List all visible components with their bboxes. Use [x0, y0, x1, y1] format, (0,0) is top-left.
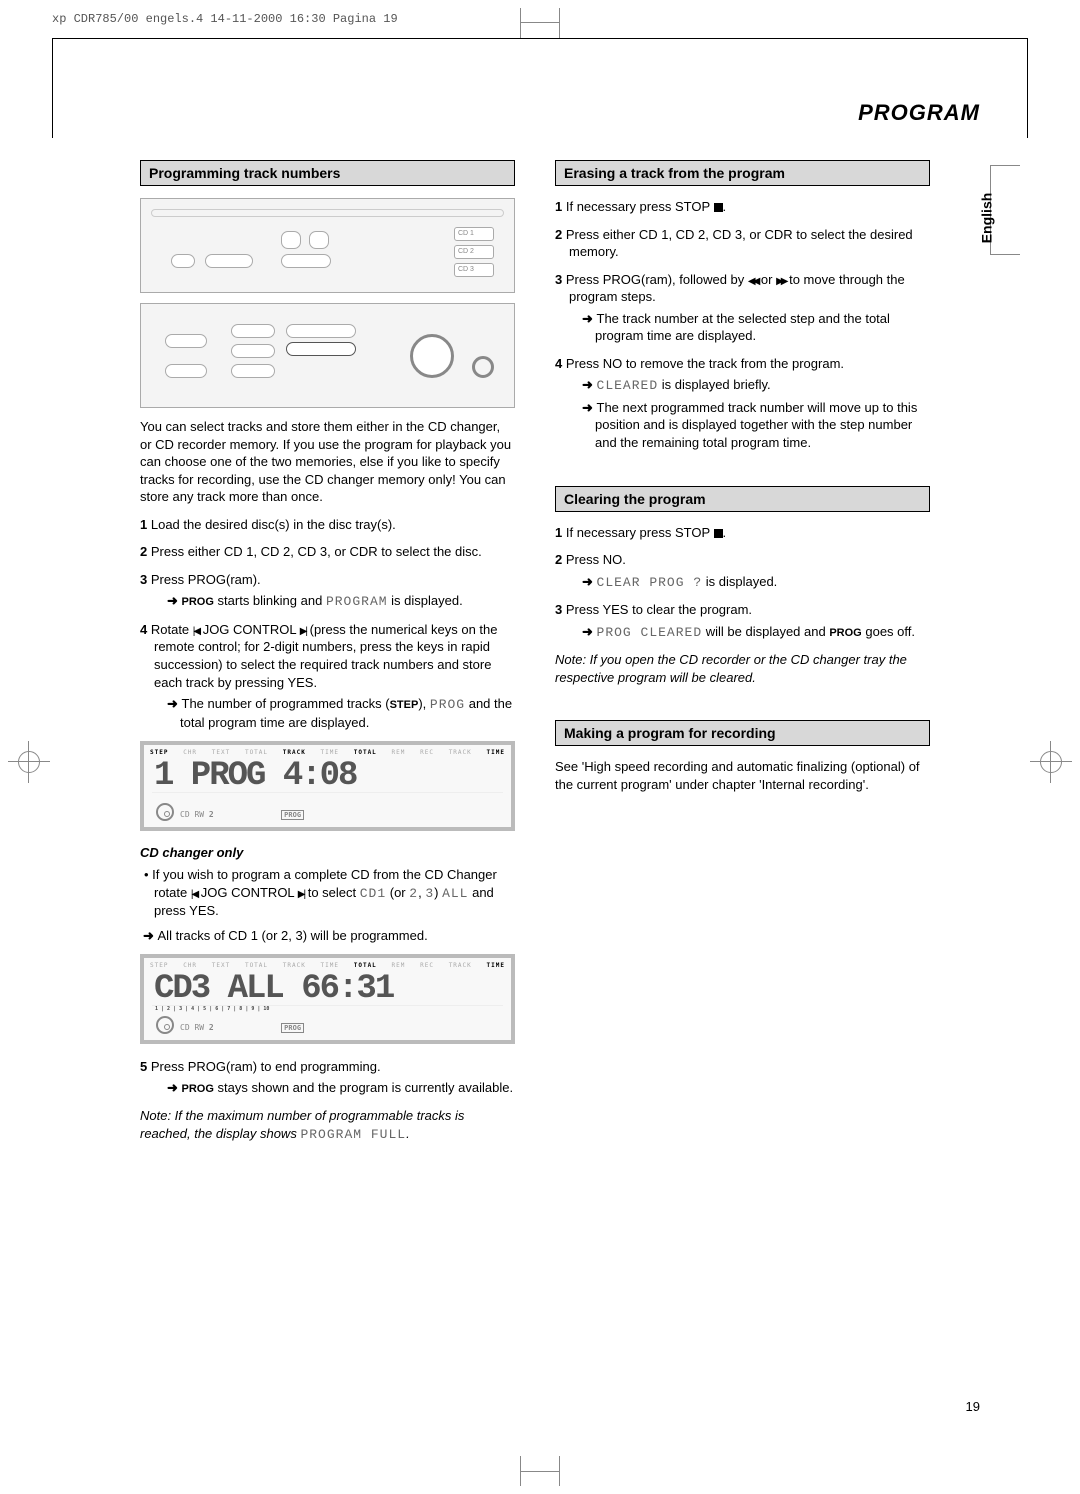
- lcd-display-1: STEPCHRTEXTTOTALTRACKTIMETOTALREMRECTRAC…: [140, 741, 515, 831]
- e4b-result: The next programmed track number will mo…: [569, 399, 930, 452]
- erase-step-2: 2 Press either CD 1, CD 2, CD 3, or CDR …: [555, 226, 930, 261]
- c3a-seg: PROG CLEARED: [597, 625, 703, 640]
- c3a-post: goes off.: [862, 624, 915, 639]
- step-5-result: PROG stays shown and the program is curr…: [154, 1079, 515, 1097]
- note-post: .: [406, 1126, 410, 1141]
- cd-only-p2: (or: [386, 885, 409, 900]
- e4b-text: The next programmed track number will mo…: [595, 400, 917, 450]
- section-header-recording: Making a program for recording: [555, 720, 930, 746]
- note-max-tracks: Note: If the maximum number of programma…: [140, 1107, 515, 1143]
- clear-step-3: 3 Press YES to clear the program. PROG C…: [555, 601, 930, 641]
- intro-text: You can select tracks and store them eit…: [140, 418, 515, 506]
- language-tab-frame: [990, 165, 1020, 255]
- step-4a-step: STEP: [390, 699, 419, 711]
- lcd-display-2: STEPCHRTEXTTOTALTRACKTIMETOTALREMRECTRAC…: [140, 954, 515, 1044]
- e3-result: The track number at the selected step an…: [569, 310, 930, 345]
- section-header-programming: Programming track numbers: [140, 160, 515, 186]
- c3a-mid: will be displayed and: [702, 624, 829, 639]
- step-3a-pre: starts blinking and: [214, 593, 326, 608]
- c1-post: .: [723, 525, 727, 540]
- e3a-text: The track number at the selected step an…: [595, 311, 890, 344]
- c3-result: PROG CLEARED will be displayed and PROG …: [569, 623, 930, 642]
- right-column: Erasing a track from the program 1 If ne…: [555, 160, 930, 1153]
- cd-only-result: All tracks of CD 1 (or 2, 3) will be pro…: [140, 928, 515, 944]
- step-4-mid: JOG CONTROL: [199, 622, 300, 637]
- note-clear: Note: If you open the CD recorder or the…: [555, 651, 930, 686]
- erase-step-1: 1 If necessary press STOP .: [555, 198, 930, 216]
- recording-text: See 'High speed recording and automatic …: [555, 758, 930, 793]
- step-4a-pre: The number of programmed tracks (: [182, 696, 390, 711]
- step-3a-seg: PROGRAM: [326, 594, 388, 609]
- cd-only-s4: ALL: [442, 886, 468, 901]
- page-title: PROGRAM: [858, 100, 980, 126]
- step-4a-mid: ),: [418, 696, 430, 711]
- e4a-post: is displayed briefly.: [658, 377, 770, 392]
- e3-pre: Press PROG(ram), followed by: [566, 272, 748, 287]
- step-2-text: Press either CD 1, CD 2, CD 3, or CDR to…: [151, 544, 482, 559]
- e4a-seg: CLEARED: [597, 378, 659, 393]
- e4-text: Press NO to remove the track from the pr…: [566, 356, 844, 371]
- clear-step-1: 1 If necessary press STOP .: [555, 524, 930, 542]
- e4a-result: CLEARED is displayed briefly.: [569, 376, 930, 395]
- step-1: 1 Load the desired disc(s) in the disc t…: [140, 516, 515, 534]
- c1-pre: If necessary press STOP: [566, 525, 714, 540]
- lcd1-main: 1 PROG 4:08: [154, 757, 356, 795]
- crop-mark-bottom: [520, 1456, 560, 1486]
- cd-only-s2: 2: [409, 886, 418, 901]
- print-header: xp CDR785/00 engels.4 14-11-2000 16:30 P…: [52, 12, 398, 26]
- step-3a-post: is displayed.: [388, 593, 463, 608]
- step-4-result: The number of programmed tracks (STEP), …: [154, 695, 515, 731]
- rewind-icon: [748, 272, 757, 287]
- step-3: 3 Press PROG(ram). PROG starts blinking …: [140, 571, 515, 611]
- stop-icon-2: [714, 529, 723, 538]
- erase-step-3: 3 Press PROG(ram), followed by or to mov…: [555, 271, 930, 345]
- cd-only-bullet: If you wish to program a complete CD fro…: [140, 866, 515, 920]
- section-header-erasing: Erasing a track from the program: [555, 160, 930, 186]
- c2-text: Press NO.: [566, 552, 626, 567]
- lcd2-main: CD3 ALL 66:31: [154, 970, 393, 1008]
- clear-step-2: 2 Press NO. CLEAR PROG ? is displayed.: [555, 551, 930, 591]
- step-5-text: Press PROG(ram) to end programming.: [151, 1059, 381, 1074]
- stop-icon: [714, 203, 723, 212]
- cd-only-p1: to select: [304, 885, 360, 900]
- cd-only-s1: CD1: [360, 886, 386, 901]
- step-4-pre: Rotate: [151, 622, 193, 637]
- erase-step-4: 4 Press NO to remove the track from the …: [555, 355, 930, 452]
- c2-result: CLEAR PROG ? is displayed.: [569, 573, 930, 592]
- cd-only-p4: ): [434, 885, 442, 900]
- e3-mid: or: [757, 272, 776, 287]
- e1-post: .: [723, 199, 727, 214]
- section-header-clearing: Clearing the program: [555, 486, 930, 512]
- language-tab: English: [979, 193, 995, 244]
- c2a-post: is displayed.: [702, 574, 777, 589]
- crop-mark-top: [520, 8, 560, 38]
- step-2: 2 Press either CD 1, CD 2, CD 3, or CDR …: [140, 543, 515, 561]
- crop-mark-right: [1036, 747, 1066, 777]
- step-3-text: Press PROG(ram).: [151, 572, 261, 587]
- e2-text: Press either CD 1, CD 2, CD 3, or CDR to…: [566, 227, 913, 260]
- step-5a-post: stays shown and the program is currently…: [214, 1080, 513, 1095]
- cd-only-mid: JOG CONTROL: [197, 885, 298, 900]
- step-1-text: Load the desired disc(s) in the disc tra…: [151, 517, 396, 532]
- step-4: 4 Rotate JOG CONTROL (press the numerica…: [140, 621, 515, 731]
- step-4a-seg: PROG: [430, 697, 465, 712]
- cd-only-arrow-text: All tracks of CD 1 (or 2, 3) will be pro…: [158, 928, 428, 943]
- c2a-seg: CLEAR PROG ?: [597, 575, 703, 590]
- cd-only-s3: 3: [425, 886, 434, 901]
- c3-text: Press YES to clear the program.: [566, 602, 752, 617]
- e1-pre: If necessary press STOP: [566, 199, 714, 214]
- crop-mark-left: [14, 747, 44, 777]
- page-number: 19: [966, 1399, 980, 1414]
- device-illustration-top: CD 1 CD 2 CD 3: [140, 198, 515, 293]
- cd-changer-only-head: CD changer only: [140, 845, 515, 860]
- note-seg: PROGRAM FULL: [300, 1127, 406, 1142]
- device-illustration-bottom: [140, 303, 515, 408]
- step-3-result: PROG starts blinking and PROGRAM is disp…: [154, 592, 515, 611]
- left-column: Programming track numbers CD 1 CD 2 CD 3…: [140, 160, 515, 1153]
- step-5: 5 Press PROG(ram) to end programming. PR…: [140, 1058, 515, 1097]
